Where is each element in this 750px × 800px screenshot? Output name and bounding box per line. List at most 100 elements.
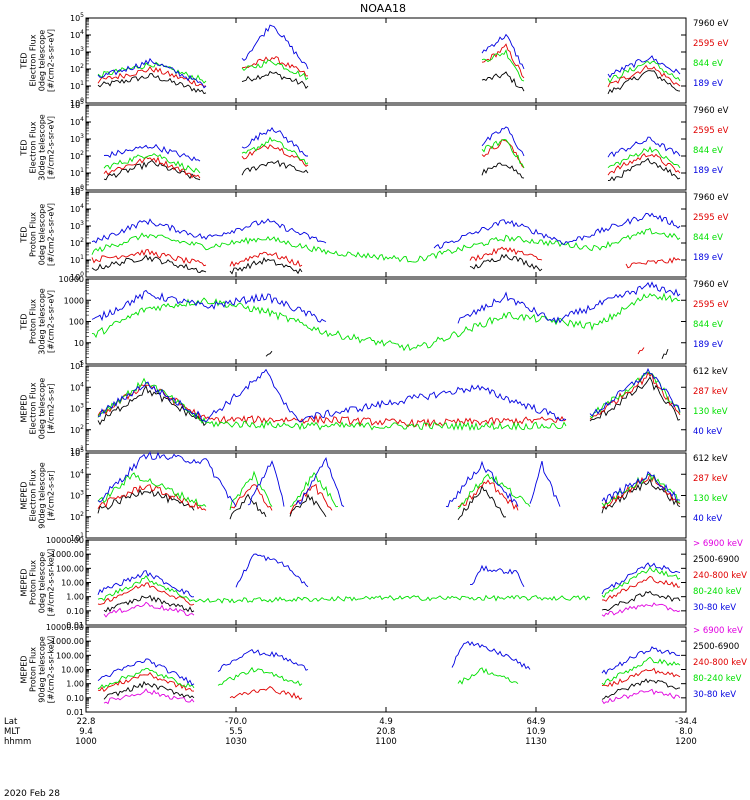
y-tick-label: 100.00	[56, 651, 84, 660]
legend-entry: 240-800 keV	[693, 571, 747, 581]
y-axis-label-line: MEPED	[20, 569, 29, 597]
series-40-kev	[589, 367, 681, 417]
y-tick-label: 104	[70, 29, 84, 40]
legend-entry: > 6900 keV	[693, 626, 743, 636]
axis-row-value: 1200	[675, 737, 697, 747]
series-189-ev	[481, 126, 525, 157]
panel-frame	[85, 191, 687, 278]
panel-1: 100 101 102 103 104 105 TEDElectron Flux0deg t…	[20, 12, 729, 108]
series-287-kev	[589, 371, 681, 420]
y-tick-label: 10000.00	[46, 536, 84, 545]
y-tick-label: 103	[70, 490, 84, 501]
y-tick-label: 101	[70, 532, 84, 543]
y-tick-label: 104	[70, 203, 84, 214]
y-axis-label-line: 30deg telescope	[38, 114, 47, 181]
y-axis-label-line: [#/cm2-s-sr-eV]	[47, 203, 56, 266]
y-axis-label-line: TED	[20, 139, 29, 156]
series-80-240-kev	[217, 666, 303, 687]
series-287-kev	[229, 484, 273, 511]
y-axis-label-line: 30deg telescope	[38, 288, 47, 355]
series-189-ev	[97, 57, 207, 89]
legend-entry: 844 eV	[693, 59, 723, 69]
y-tick-label: 10.00	[61, 579, 84, 588]
panel-6: 101 102 103 104 105 MEPEDElectron Flux90deg t…	[20, 447, 728, 543]
series-40-kev	[529, 460, 561, 507]
series-30-80-kev	[601, 646, 681, 675]
series-189-ev	[607, 55, 681, 78]
legend-entry: 189 eV	[693, 253, 723, 263]
y-tick-label: 100	[70, 271, 84, 282]
y-tick-label: 104	[70, 116, 84, 127]
y-tick-label: 101	[70, 445, 84, 456]
y-axis-label-line: TED	[20, 226, 29, 243]
series-189-ev	[433, 212, 681, 250]
axis-row-value: 20.8	[377, 727, 396, 737]
y-axis-label-line: [#/cm2-s-sr-keV]	[47, 636, 56, 703]
series-2595-ev	[241, 144, 309, 167]
series-2500-6900	[601, 678, 681, 700]
series-844-ev	[103, 153, 201, 174]
y-axis-label: TEDProton Flux30deg telescope[#/cm2-s-sr…	[20, 288, 56, 355]
series-287-kev	[97, 384, 567, 428]
y-tick-label: 0.01	[66, 708, 84, 717]
series-130-kev	[457, 473, 531, 510]
panel-8: 0.01 0.10 1.00 10.00 100.00 1000.00 10000.00 ME…	[20, 623, 748, 717]
legend-entry: 612 keV	[693, 454, 728, 464]
y-tick-label: 105	[70, 186, 84, 197]
series-2500-6900	[103, 680, 195, 700]
panel-frame	[85, 278, 687, 365]
axis-row-value: 10.9	[527, 727, 546, 737]
y-axis-label-line: Proton Flux	[29, 647, 38, 692]
y-tick-label: 105	[70, 447, 84, 458]
y-tick-label: 101	[70, 254, 84, 265]
series-2595-ev	[241, 56, 309, 77]
y-tick-label: 100	[69, 318, 84, 327]
series-7960-ev	[241, 159, 309, 176]
series-844-ev	[241, 59, 309, 81]
axis-row-value: 8.0	[679, 727, 693, 737]
y-tick-label: 10000	[59, 275, 84, 284]
series-7960-ev	[481, 162, 525, 179]
y-axis-label-line: [#/cm2-s-sr-eV]	[47, 116, 56, 179]
y-axis-label-line: 0deg telescope	[38, 30, 47, 91]
series-7960-ev	[607, 70, 681, 95]
series-240-800-kev	[97, 671, 194, 693]
panel-3: 100 101 102 103 104 105 TEDProton Flux0deg tel…	[20, 186, 729, 282]
y-axis-label: MEPEDElectron Flux90deg telescope[#/cm2-…	[20, 462, 56, 529]
legend-entry: 80-240 keV	[693, 587, 742, 597]
series-189-ev	[91, 289, 327, 323]
series-7960-ev	[607, 157, 681, 182]
panel-7: 0.01 0.10 1.00 10.00 100.00 1000.00 10000.00 ME…	[20, 536, 748, 630]
panel-5: 101 102 103 104 105 MEPEDElectron Flux0deg te…	[20, 360, 728, 456]
series-30-80-kev	[235, 553, 309, 588]
legend-entry: 844 eV	[693, 320, 723, 330]
series-6900-kev	[103, 688, 195, 705]
series-844-ev	[91, 292, 681, 352]
y-axis-label: MEPEDElectron Flux0deg telescope[#/cm2-s…	[20, 378, 56, 439]
y-tick-label: 10.00	[61, 666, 84, 675]
series-6900-kev	[601, 688, 681, 705]
series-189-ev	[457, 281, 681, 324]
series-80-240-kev	[601, 656, 681, 686]
y-tick-label: 103	[70, 46, 84, 57]
legend-entry: 30-80 keV	[693, 690, 736, 700]
y-axis-label-line: 0deg telescope	[38, 552, 47, 613]
legend-entry: 7960 eV	[693, 193, 729, 203]
y-tick-label: 1000.00	[51, 637, 84, 646]
series-844-ev	[241, 136, 309, 165]
y-tick-label: 103	[70, 403, 84, 414]
legend-entry: 844 eV	[693, 146, 723, 156]
axis-row-value: 1130	[525, 737, 547, 747]
y-tick-label: 104	[70, 468, 84, 479]
series-130-kev	[229, 470, 273, 511]
series-30-80-kev	[217, 648, 309, 672]
series-844-ev	[481, 49, 525, 82]
legend-entry: 240-800 keV	[693, 658, 747, 668]
series-189-ev	[103, 143, 201, 162]
y-axis-label-line: MEPED	[20, 482, 29, 510]
series-2595-ev	[97, 66, 207, 87]
y-axis-label-line: 90deg telescope	[38, 462, 47, 529]
axis-row-value: -70.0	[225, 717, 247, 727]
